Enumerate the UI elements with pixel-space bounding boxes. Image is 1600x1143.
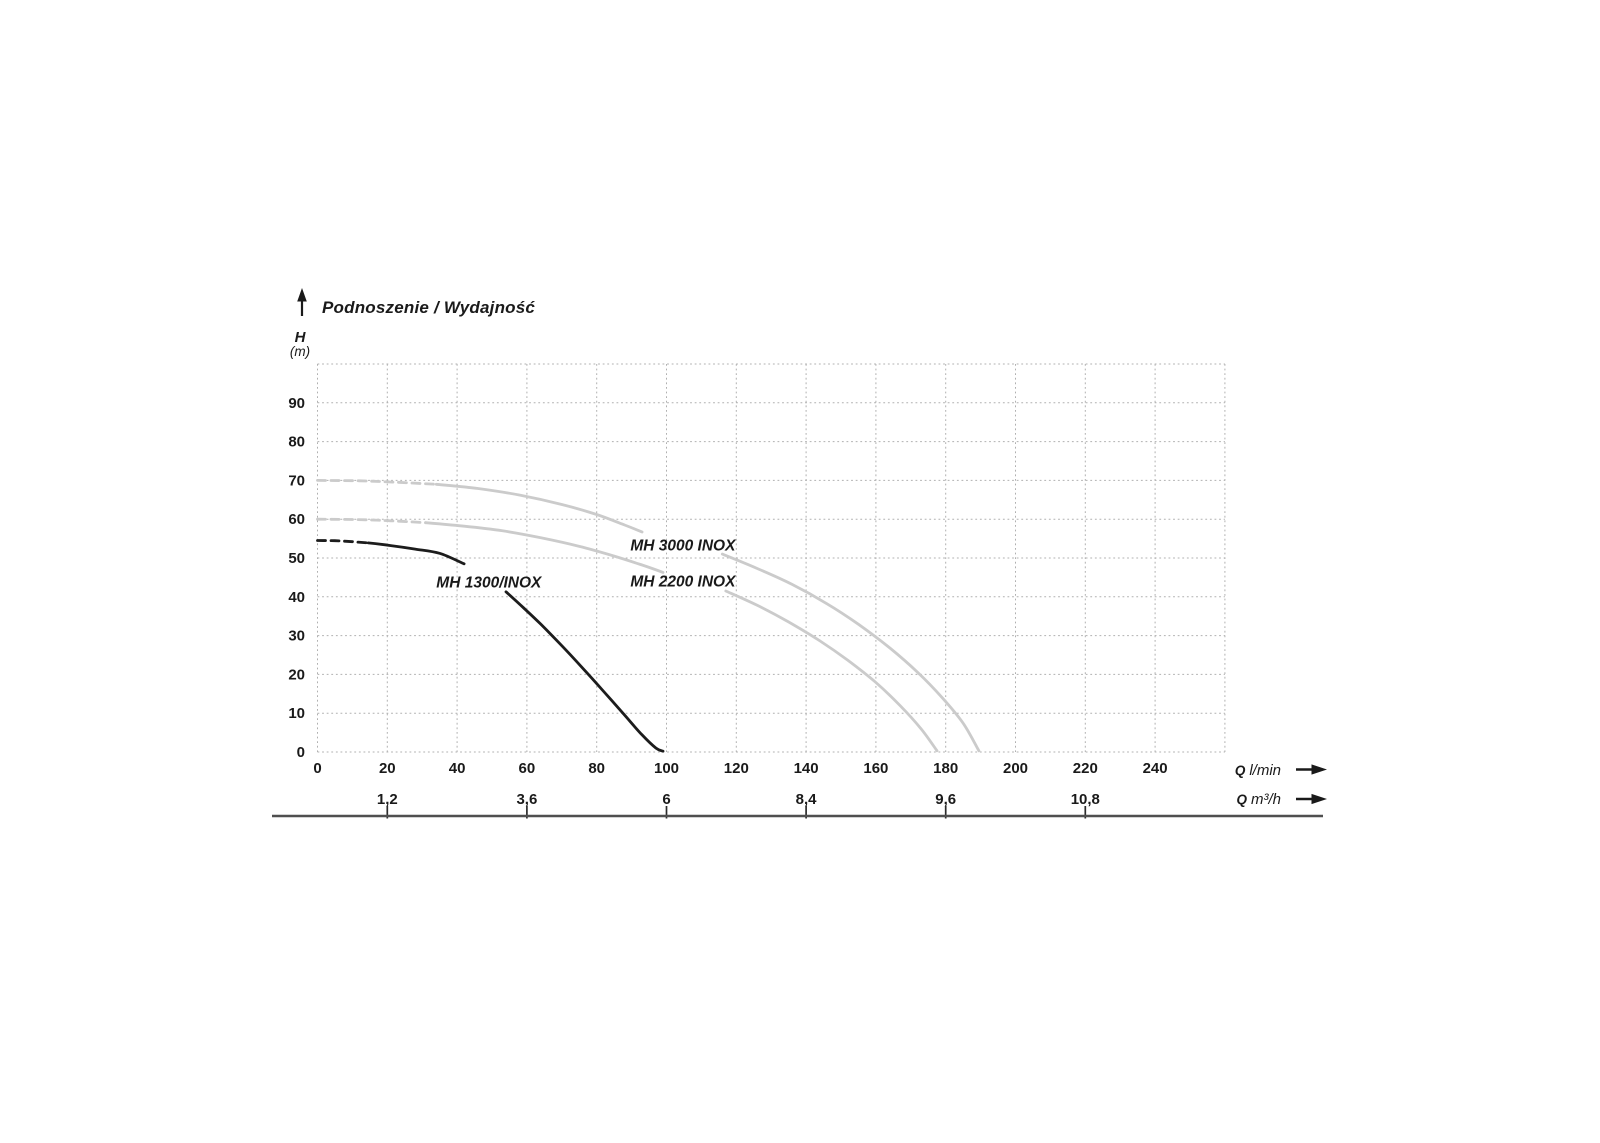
q-symbol: Q [1236,792,1247,807]
curve-mh-1300-inox [504,590,665,753]
x-tick-label: 20 [379,760,396,777]
right-arrow-icon [1296,793,1327,805]
y-tick-label: 50 [288,550,305,567]
x-tick-label: 240 [1143,760,1168,777]
y-tick-label: 20 [288,666,305,683]
y-tick-label: 80 [288,434,305,451]
y-tick-label: 40 [288,589,305,606]
y-tick-label: 70 [288,472,305,489]
y-axis-unit: (m) [290,344,310,359]
y-tick-label: 10 [288,705,305,722]
right-arrow-icon [1296,764,1327,775]
x-tick-label: 180 [933,760,958,777]
y-axis-symbol: H [295,329,307,346]
axis-tick-labels: 0 10 20 30 40 50 60 70 80 90 0 20 40 60 80 100 120 140 160… [288,395,1168,819]
y-tick-label: 60 [288,511,305,528]
x-secondary-tick-label: 3,6 [516,791,537,808]
x-secondary-tick-label: 6 [662,791,670,808]
x-tick-label: 60 [519,760,536,777]
x-tick-label: 0 [313,760,321,777]
curve-mh-2200-inox [424,521,665,574]
m3h-unit: m³/h [1251,791,1281,808]
up-arrow-icon [297,288,307,316]
curve-mh-2200-inox [724,589,939,753]
x-tick-label: 120 [724,760,749,777]
x-secondary-tick-label: 10,8 [1071,791,1100,808]
x-secondary-tick-label: 1,2 [377,791,398,808]
x-tick-label: 100 [654,760,679,777]
x-tick-label: 160 [863,760,888,777]
lmin-unit: l/min [1249,762,1281,779]
curve-label-mh-3000-inox: MH 3000 INOX [630,538,737,555]
curve-mh-3000-inox [316,479,438,486]
x-tick-label: 40 [449,760,466,777]
curve-mh-1300-inox [366,541,466,566]
x-tick-label: 220 [1073,760,1098,777]
y-tick-label: 0 [297,744,305,761]
y-tick-label: 90 [288,395,305,412]
q-symbol: Q [1235,763,1246,778]
curve-mh-3000-inox [720,552,981,753]
chart-title: Podnoszenie / Wydajność [322,298,535,317]
x-tick-label: 80 [588,760,605,777]
curves: MH 3000 INOX MH 2200 INOX MH 1300/INOX [316,479,981,753]
curve-mh-2200-inox [316,517,428,525]
y-tick-label: 30 [288,628,305,645]
curve-mh-1300-inox [316,539,370,545]
curve-label-mh-2200-inox: MH 2200 INOX [630,573,737,590]
curve-mh-3000-inox [434,482,644,534]
curve-label-mh-1300-inox: MH 1300/INOX [436,575,543,592]
x-secondary-tick-label: 9,6 [935,791,956,808]
x-secondary-tick-label: 8,4 [796,791,818,808]
x-tick-label: 140 [794,760,819,777]
grid [317,363,1226,753]
x-tick-label: 200 [1003,760,1028,777]
